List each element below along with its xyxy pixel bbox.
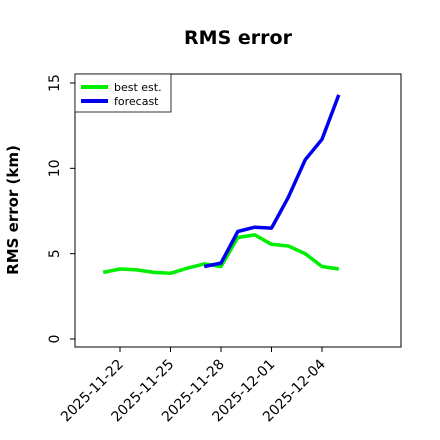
chart-title: RMS error (184, 27, 293, 49)
y-tick-label: 10 (47, 159, 63, 177)
plot-area (74, 73, 402, 348)
y-tick-label: 0 (47, 335, 63, 344)
y-axis-label: RMS error (km) (4, 145, 22, 275)
y-tick-label: 5 (47, 249, 63, 258)
series-lines (102, 94, 341, 276)
legend-label-best-est: best est. (114, 81, 162, 94)
legend-box (74, 73, 172, 113)
y-axis: 0 5 10 15 (47, 74, 75, 343)
x-axis: 2025-11-222025-11-252025-11-282025-12-01… (58, 347, 329, 425)
y-tick-label: 15 (47, 74, 63, 92)
legend-label-forecast: forecast (114, 95, 159, 108)
legend: best est. forecast (74, 73, 172, 113)
